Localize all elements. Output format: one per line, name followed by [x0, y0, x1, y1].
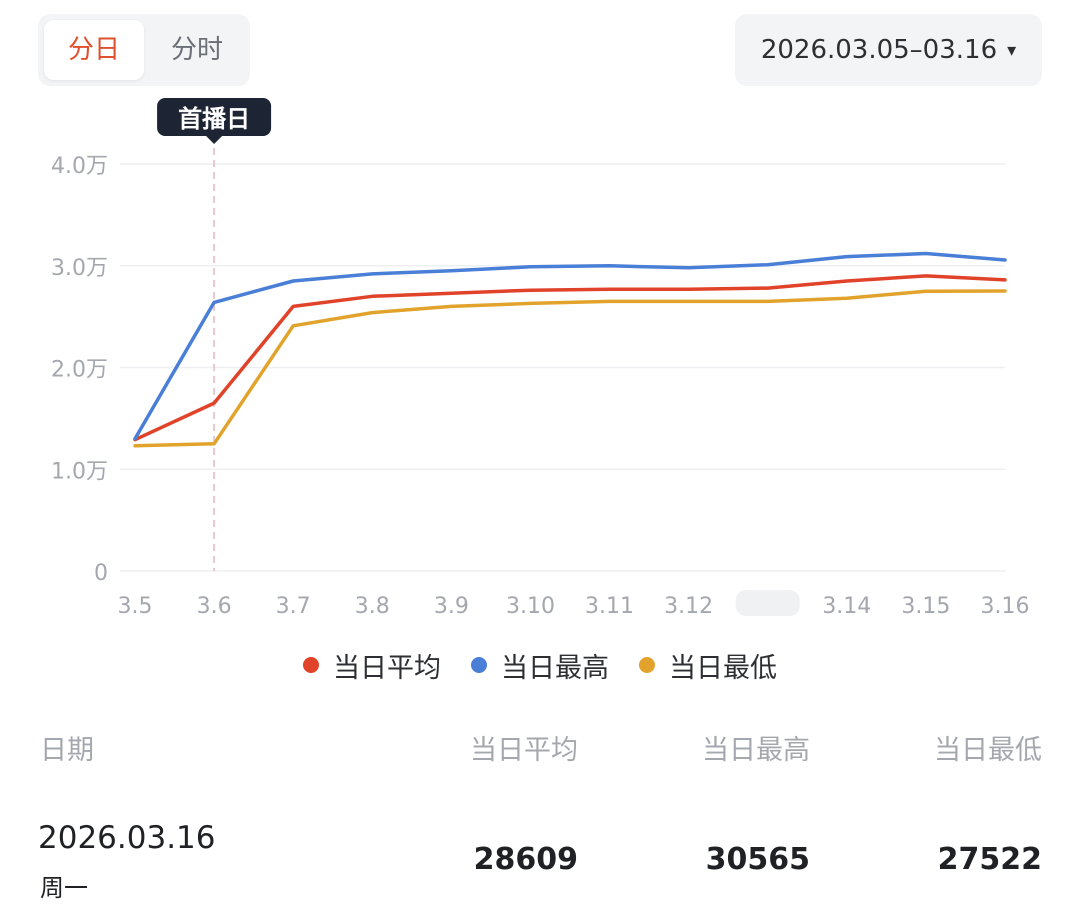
header-max: 当日最高: [702, 735, 810, 766]
table-row[interactable]: 2026.03.16 周一 28609 30565 27522: [0, 818, 1080, 908]
legend-dot-max: [471, 657, 487, 673]
y-tick-label: 4.0万: [51, 154, 108, 179]
header-avg: 当日平均: [470, 735, 578, 766]
chevron-down-icon: ▾: [1007, 39, 1017, 61]
x-tick-label: 3.16: [981, 594, 1030, 619]
legend-dot-avg: [303, 657, 319, 673]
y-tick-label: 0: [94, 561, 108, 586]
date-range-label: 2026.03.05–03.16: [760, 35, 998, 65]
legend-item-max[interactable]: 当日最高: [471, 646, 609, 685]
header-min: 当日最低: [934, 735, 1042, 766]
date-range-picker[interactable]: 2026.03.05–03.16 ▾: [735, 14, 1042, 86]
x-tick-label: 3.10: [506, 594, 555, 619]
tooltip-pointer: [206, 136, 223, 144]
x-tick-label: 3.15: [901, 594, 950, 619]
x-tick-label: 3.5: [118, 594, 153, 619]
legend-item-avg[interactable]: 当日平均: [303, 646, 441, 685]
row-weekday: 周一: [40, 874, 88, 902]
legend-dot-min: [639, 657, 655, 673]
legend-item-min[interactable]: 当日最低: [639, 646, 777, 685]
y-tick-label: 2.0万: [51, 358, 108, 383]
series-line-max: [133, 251, 1007, 441]
tab-hourly[interactable]: 分时: [170, 35, 223, 65]
chart-legend: 当日平均 当日最高 当日最低: [0, 645, 1080, 685]
legend-label-max: 当日最高: [501, 652, 609, 684]
y-tick-label: 1.0万: [51, 459, 108, 484]
first-air-label: 首播日: [178, 105, 250, 133]
x-tick-label: 3.9: [434, 594, 469, 619]
legend-label-avg: 当日平均: [333, 652, 441, 684]
row-date: 2026.03.16: [38, 820, 216, 856]
row-avg-value: 28609: [473, 842, 578, 877]
x-tick-label: 3.8: [355, 594, 390, 619]
blurred-x-label: [735, 590, 800, 616]
x-tick-label: 3.14: [822, 594, 871, 619]
first-air-tooltip: [157, 98, 272, 136]
y-tick-label: 3.0万: [51, 256, 108, 281]
x-tick-label: 3.11: [585, 594, 634, 619]
header-date: 日期: [40, 735, 94, 766]
granularity-switch: 分日 分时: [38, 14, 250, 86]
legend-label-min: 当日最低: [669, 652, 777, 684]
series-line-avg: [133, 274, 1007, 442]
table-header: 日期 当日平均 当日最高 当日最低: [0, 728, 1080, 774]
tab-daily[interactable]: 分日: [44, 20, 144, 80]
x-tick-label: 3.6: [197, 594, 232, 619]
line-chart: 0 1.0万 2.0万 3.0万 4.0万 3.5 3.6 3.7 3.8 3.9 3.10 3.11…: [51, 98, 1030, 619]
series-line-min: [133, 289, 1007, 448]
row-max-value: 30565: [705, 842, 810, 877]
x-tick-label: 3.12: [664, 594, 713, 619]
row-min-value: 27522: [937, 842, 1042, 877]
x-tick-label: 3.7: [276, 594, 311, 619]
